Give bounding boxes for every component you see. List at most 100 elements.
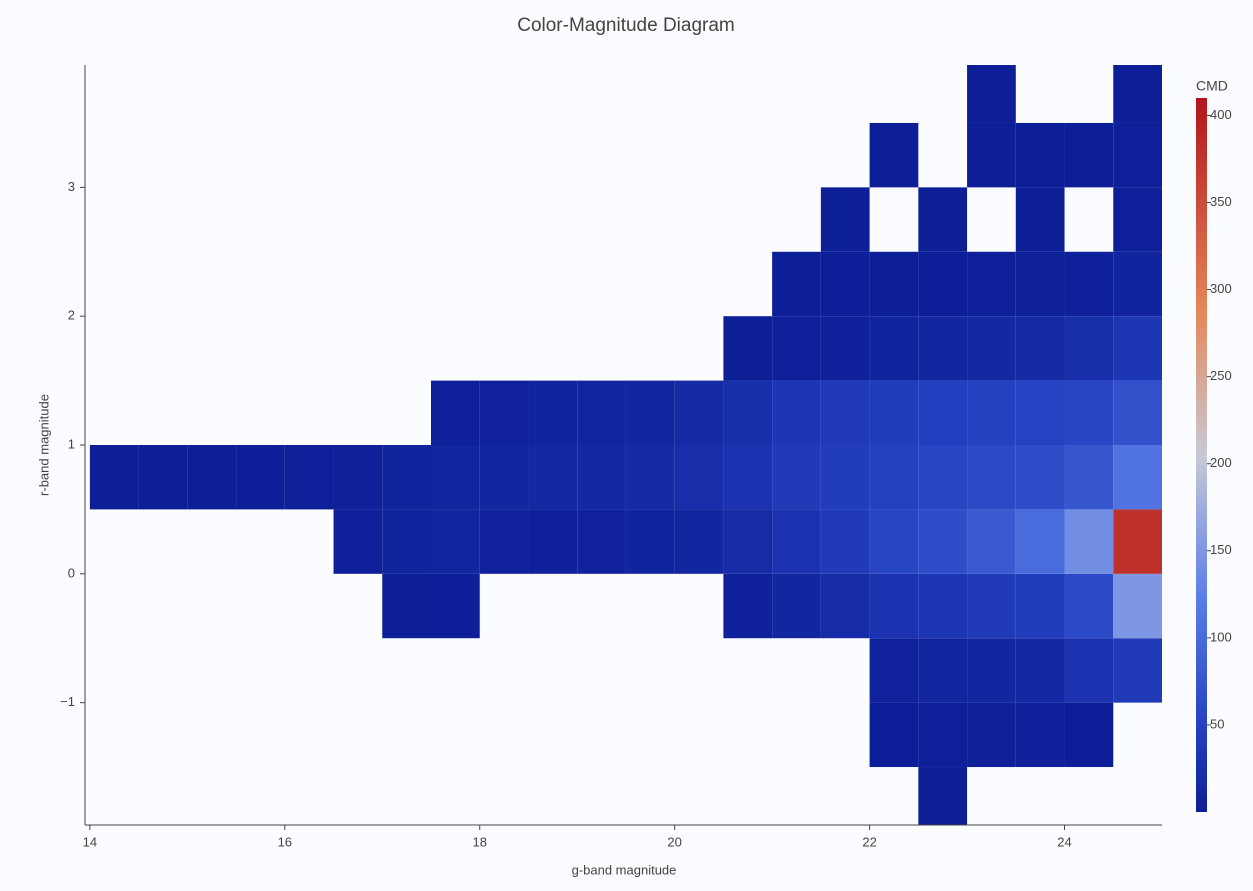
heatmap-cell — [382, 445, 432, 510]
heatmap-cell — [1064, 573, 1114, 639]
heatmap-cell — [431, 445, 480, 510]
heatmap-cell — [1064, 509, 1114, 574]
heatmap-cell — [918, 380, 968, 445]
heatmap-cell — [967, 380, 1016, 445]
heatmap-cell — [333, 509, 383, 574]
heatmap-cells — [89, 65, 1162, 825]
heatmap-cell — [479, 445, 529, 510]
y-tick-label: 1 — [68, 436, 75, 451]
heatmap-cell — [772, 509, 821, 574]
heatmap-cell — [1064, 702, 1114, 768]
heatmap-cell — [674, 380, 724, 445]
heatmap-cell — [869, 702, 919, 768]
colorbar-tick-label: 200 — [1210, 455, 1232, 470]
x-axis-title: g-band magnitude — [572, 862, 677, 877]
x-tick-label: 14 — [83, 834, 97, 849]
heatmap-cell — [382, 573, 432, 639]
heatmap-cell — [1113, 509, 1162, 574]
heatmap-cell — [918, 767, 968, 825]
heatmap-cell — [869, 251, 919, 317]
heatmap-cell — [674, 509, 724, 574]
heatmap-cell — [431, 509, 480, 574]
heatmap-cell — [820, 445, 870, 510]
heatmap-cell — [967, 638, 1016, 703]
heatmap-cell — [625, 380, 675, 445]
heatmap-cell — [1064, 122, 1114, 188]
heatmap-cell — [967, 702, 1016, 768]
heatmap-cell — [1064, 316, 1114, 381]
colorbar-tick-label: 400 — [1210, 107, 1232, 122]
heatmap-cell — [1015, 702, 1065, 768]
heatmap-cell — [772, 316, 821, 381]
colorbar-tick-label: 50 — [1210, 716, 1224, 731]
heatmap-cell — [967, 122, 1016, 188]
heatmap-cell — [918, 573, 968, 639]
heatmap-cell — [625, 509, 675, 574]
y-tick-label: 3 — [68, 179, 75, 194]
heatmap-cell — [625, 445, 675, 510]
x-tick-label: 24 — [1057, 834, 1071, 849]
heatmap-cell — [918, 509, 968, 574]
x-tick-label: 22 — [862, 834, 876, 849]
heatmap-cell — [772, 251, 821, 317]
heatmap-cell — [1064, 445, 1114, 510]
heatmap-cell — [820, 573, 870, 639]
x-tick-label: 20 — [667, 834, 681, 849]
heatmap-cell — [479, 380, 529, 445]
heatmap-cell — [772, 573, 821, 639]
heatmap-cell — [869, 509, 919, 574]
heatmap-cell — [869, 122, 919, 188]
heatmap-cell — [918, 316, 968, 381]
heatmap-cell — [820, 380, 870, 445]
y-tick-label: −1 — [60, 694, 75, 709]
heatmap-cell — [1113, 251, 1162, 317]
colorbar-tick-label: 100 — [1210, 629, 1232, 644]
heatmap-cell — [772, 380, 821, 445]
heatmap-cell — [918, 702, 968, 768]
y-tick-label: 2 — [68, 308, 75, 323]
heatmap-cell — [723, 509, 773, 574]
colorbar-tick-label: 350 — [1210, 194, 1232, 209]
heatmap-cell — [1113, 122, 1162, 188]
heatmap-cell — [820, 316, 870, 381]
heatmap-cell — [528, 509, 578, 574]
heatmap-cell — [1113, 638, 1162, 703]
heatmap-cell — [820, 251, 870, 317]
heatmap-cell — [967, 445, 1016, 510]
chart-title: Color-Magnitude Diagram — [517, 15, 735, 36]
y-axis-title: r-band magnitude — [36, 394, 51, 496]
heatmap-cell — [333, 445, 383, 510]
heatmap-cell — [138, 445, 188, 510]
heatmap-cell — [431, 380, 480, 445]
heatmap-cell — [479, 509, 529, 574]
heatmap-cell — [1015, 316, 1065, 381]
colorbar-tick-label: 150 — [1210, 542, 1232, 557]
heatmap-cell — [284, 445, 334, 510]
heatmap-cell — [1064, 380, 1114, 445]
heatmap-cell — [1113, 573, 1162, 639]
heatmap-cell — [918, 445, 968, 510]
heatmap-cell — [1015, 251, 1065, 317]
x-tick-label: 16 — [278, 834, 292, 849]
heatmap-cell — [674, 445, 724, 510]
heatmap-cell — [967, 65, 1016, 123]
heatmap-cell — [1015, 122, 1065, 188]
heatmap-cell — [723, 445, 773, 510]
heatmap-cell — [723, 316, 773, 381]
heatmap-cell — [1015, 509, 1065, 574]
heatmap-cell — [967, 316, 1016, 381]
colorbar-title: CMD — [1196, 78, 1228, 94]
heatmap-cell — [820, 509, 870, 574]
heatmap-cell — [869, 316, 919, 381]
colorbar — [1196, 98, 1207, 812]
heatmap-cell — [382, 509, 432, 574]
x-tick-label: 18 — [473, 834, 487, 849]
heatmap-cell — [1015, 380, 1065, 445]
heatmap-cell — [1015, 573, 1065, 639]
heatmap-cell — [1113, 65, 1162, 123]
heatmap-cell — [820, 187, 870, 252]
heatmap-cell — [1064, 251, 1114, 317]
heatmap-cell — [1015, 638, 1065, 703]
heatmap-cell — [577, 509, 626, 574]
